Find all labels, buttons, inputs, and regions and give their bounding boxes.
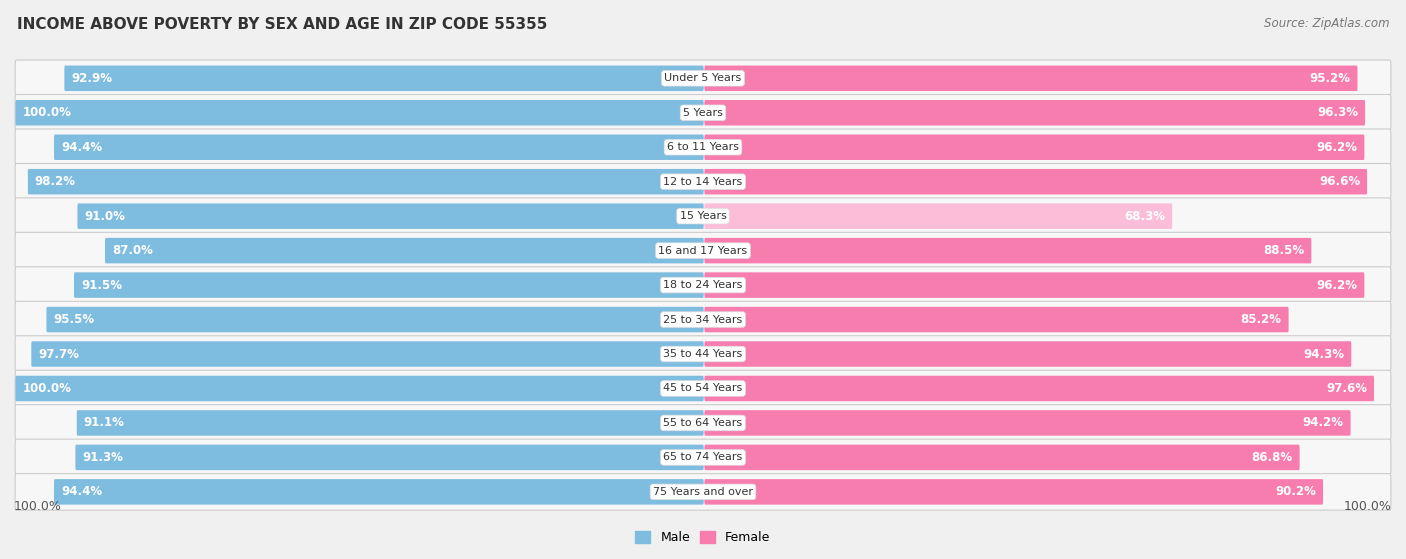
Text: 16 and 17 Years: 16 and 17 Years — [658, 245, 748, 255]
Text: 97.7%: 97.7% — [38, 348, 79, 361]
Text: 100.0%: 100.0% — [22, 382, 72, 395]
FancyBboxPatch shape — [15, 370, 1391, 407]
Text: 65 to 74 Years: 65 to 74 Years — [664, 452, 742, 462]
FancyBboxPatch shape — [704, 238, 1312, 263]
FancyBboxPatch shape — [15, 100, 703, 126]
Text: Source: ZipAtlas.com: Source: ZipAtlas.com — [1264, 17, 1389, 30]
Text: Under 5 Years: Under 5 Years — [665, 73, 741, 83]
FancyBboxPatch shape — [15, 473, 1391, 510]
Text: 91.3%: 91.3% — [83, 451, 124, 464]
FancyBboxPatch shape — [704, 307, 1289, 332]
Text: 98.2%: 98.2% — [35, 175, 76, 188]
Text: 94.2%: 94.2% — [1303, 416, 1344, 429]
FancyBboxPatch shape — [704, 203, 1173, 229]
FancyBboxPatch shape — [76, 444, 703, 470]
FancyBboxPatch shape — [15, 439, 1391, 476]
FancyBboxPatch shape — [15, 267, 1391, 304]
Text: 90.2%: 90.2% — [1275, 485, 1316, 499]
Text: 92.9%: 92.9% — [72, 72, 112, 85]
FancyBboxPatch shape — [15, 198, 1391, 234]
Text: 45 to 54 Years: 45 to 54 Years — [664, 383, 742, 394]
Text: 25 to 34 Years: 25 to 34 Years — [664, 315, 742, 325]
Text: 75 Years and over: 75 Years and over — [652, 487, 754, 497]
Text: 91.5%: 91.5% — [82, 278, 122, 292]
FancyBboxPatch shape — [28, 169, 703, 195]
FancyBboxPatch shape — [704, 169, 1367, 195]
FancyBboxPatch shape — [53, 135, 703, 160]
FancyBboxPatch shape — [15, 376, 703, 401]
Text: 100.0%: 100.0% — [14, 500, 62, 513]
Text: 94.3%: 94.3% — [1303, 348, 1344, 361]
FancyBboxPatch shape — [704, 272, 1364, 298]
FancyBboxPatch shape — [77, 410, 703, 435]
FancyBboxPatch shape — [53, 479, 703, 505]
FancyBboxPatch shape — [704, 376, 1374, 401]
Text: 15 Years: 15 Years — [679, 211, 727, 221]
FancyBboxPatch shape — [704, 100, 1365, 126]
Text: 87.0%: 87.0% — [112, 244, 153, 257]
Text: 5 Years: 5 Years — [683, 108, 723, 118]
Text: INCOME ABOVE POVERTY BY SEX AND AGE IN ZIP CODE 55355: INCOME ABOVE POVERTY BY SEX AND AGE IN Z… — [17, 17, 547, 32]
Text: 86.8%: 86.8% — [1251, 451, 1292, 464]
FancyBboxPatch shape — [704, 479, 1323, 505]
FancyBboxPatch shape — [15, 233, 1391, 269]
Text: 97.6%: 97.6% — [1326, 382, 1367, 395]
Text: 55 to 64 Years: 55 to 64 Years — [664, 418, 742, 428]
FancyBboxPatch shape — [75, 272, 703, 298]
FancyBboxPatch shape — [704, 341, 1351, 367]
Text: 35 to 44 Years: 35 to 44 Years — [664, 349, 742, 359]
Text: 96.2%: 96.2% — [1316, 141, 1358, 154]
FancyBboxPatch shape — [15, 405, 1391, 441]
Text: 88.5%: 88.5% — [1264, 244, 1305, 257]
Text: 6 to 11 Years: 6 to 11 Years — [666, 142, 740, 152]
Legend: Male, Female: Male, Female — [630, 526, 776, 549]
Text: 100.0%: 100.0% — [22, 106, 72, 119]
Text: 95.2%: 95.2% — [1309, 72, 1351, 85]
Text: 100.0%: 100.0% — [1344, 500, 1392, 513]
Text: 12 to 14 Years: 12 to 14 Years — [664, 177, 742, 187]
Text: 96.6%: 96.6% — [1319, 175, 1360, 188]
Text: 94.4%: 94.4% — [60, 485, 103, 499]
FancyBboxPatch shape — [15, 301, 1391, 338]
FancyBboxPatch shape — [704, 444, 1299, 470]
FancyBboxPatch shape — [31, 341, 703, 367]
Text: 18 to 24 Years: 18 to 24 Years — [664, 280, 742, 290]
FancyBboxPatch shape — [15, 336, 1391, 372]
Text: 85.2%: 85.2% — [1240, 313, 1282, 326]
FancyBboxPatch shape — [704, 135, 1364, 160]
FancyBboxPatch shape — [15, 94, 1391, 131]
Text: 96.2%: 96.2% — [1316, 278, 1358, 292]
Text: 68.3%: 68.3% — [1125, 210, 1166, 222]
FancyBboxPatch shape — [15, 129, 1391, 165]
FancyBboxPatch shape — [704, 65, 1358, 91]
Text: 96.3%: 96.3% — [1317, 106, 1358, 119]
FancyBboxPatch shape — [77, 203, 703, 229]
Text: 91.1%: 91.1% — [83, 416, 125, 429]
FancyBboxPatch shape — [65, 65, 703, 91]
FancyBboxPatch shape — [105, 238, 703, 263]
FancyBboxPatch shape — [46, 307, 703, 332]
FancyBboxPatch shape — [15, 60, 1391, 97]
Text: 95.5%: 95.5% — [53, 313, 94, 326]
FancyBboxPatch shape — [704, 410, 1351, 435]
Text: 91.0%: 91.0% — [84, 210, 125, 222]
Text: 94.4%: 94.4% — [60, 141, 103, 154]
FancyBboxPatch shape — [15, 163, 1391, 200]
